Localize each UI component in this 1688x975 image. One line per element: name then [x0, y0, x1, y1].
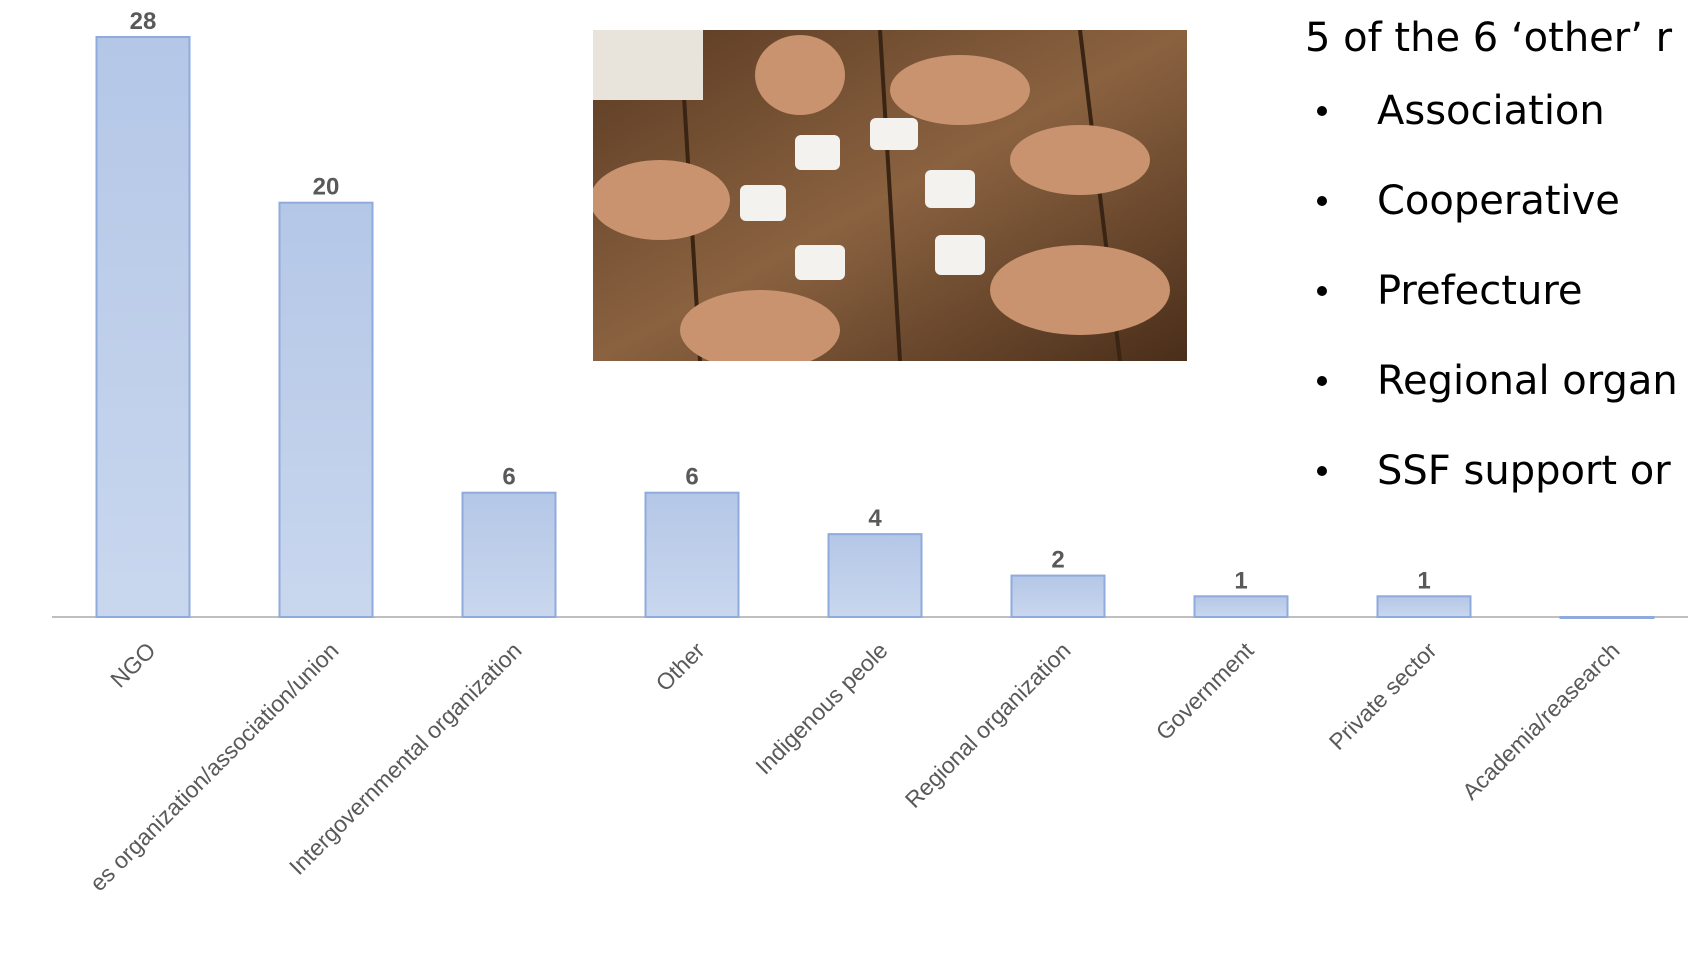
- bar: [827, 533, 923, 619]
- value-label: 6: [685, 464, 698, 491]
- bullet: [1317, 466, 1327, 476]
- x-tick-label: Government: [1151, 637, 1259, 745]
- bar: [461, 491, 557, 619]
- value-label: 28: [130, 8, 157, 35]
- bar: [1193, 595, 1289, 618]
- bar: [278, 201, 374, 618]
- x-tick-label: Academia/reasearch: [1457, 637, 1625, 805]
- bar: [95, 36, 191, 618]
- x-tick-label: Regional organization: [900, 637, 1076, 813]
- value-label: 4: [868, 505, 882, 532]
- value-label: 1: [1417, 567, 1430, 594]
- x-tick-label: Other: [650, 637, 709, 696]
- bar: [1559, 616, 1655, 619]
- value-label: 20: [313, 174, 340, 201]
- value-label: 6: [502, 464, 515, 491]
- bullet-item: Regional organ: [1377, 358, 1678, 404]
- value-label: 2: [1051, 547, 1064, 574]
- bullet-item: Prefecture: [1377, 268, 1583, 314]
- bullet: [1317, 106, 1327, 116]
- bar: [1010, 574, 1106, 618]
- bullet-item: Cooperative: [1377, 178, 1620, 224]
- bar: [1376, 595, 1472, 618]
- bullet: [1317, 376, 1327, 386]
- bar: [644, 491, 740, 619]
- photo: [593, 30, 1187, 361]
- x-tick-label: Indigenous peole: [750, 637, 892, 779]
- value-label: 1: [1234, 567, 1247, 594]
- x-tick-label: Private sector: [1324, 637, 1442, 755]
- x-tick-label: NGO: [105, 637, 160, 692]
- panel-heading: 5 of the 6 ‘other’ r: [1305, 15, 1673, 61]
- bullet-item: Association: [1377, 88, 1605, 134]
- bullet-list: Association Cooperative Prefecture Regional…: [1317, 88, 1678, 494]
- bullet-item: SSF support or: [1377, 448, 1671, 494]
- bullet: [1317, 286, 1327, 296]
- bullet: [1317, 196, 1327, 206]
